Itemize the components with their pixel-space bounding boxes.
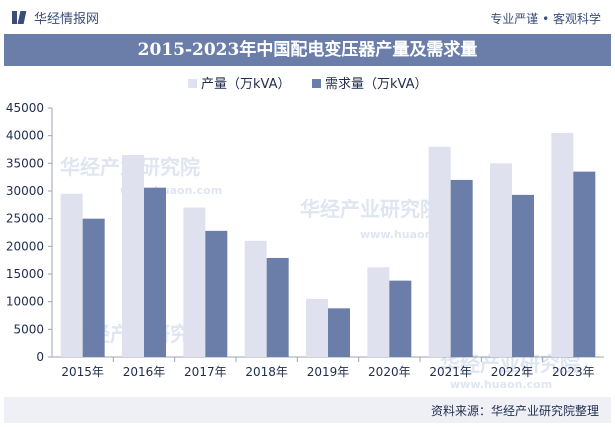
bar-production [60,193,83,357]
chart-title: 2015-2023年中国配电变压器产量及需求量 [4,34,611,66]
y-tick-label: 30000 [6,184,44,198]
chart-legend: 产量（万kVA） 需求量（万kVA） [188,77,427,92]
bar-production [428,146,451,357]
legend-label: 产量（万kVA） [201,77,290,92]
bar-production [551,132,574,357]
x-tick-label: 2018年 [245,365,288,379]
watermark-url: www.huaon.com [450,378,552,391]
x-tick-label: 2020年 [368,365,411,379]
bar-demand [328,308,350,357]
y-tick-label: 40000 [6,129,44,143]
bar-production [306,298,328,357]
logo-icon [12,9,28,25]
x-tick-label: 2016年 [123,365,166,379]
bar-production [122,155,144,357]
bar-demand [144,187,166,357]
legend-swatch [188,79,197,88]
x-tick-label: 2015年 [61,365,104,379]
top-bar: 华经情报网 专业严谨 • 客观科学 [0,0,615,34]
brand: 华经情报网 [12,8,100,27]
x-tick-label: 2021年 [429,365,472,379]
bar-production [244,240,267,357]
bar-production [490,163,512,357]
bar-demand [266,257,289,357]
legend-swatch [312,79,321,88]
x-tick-label: 2022年 [491,365,534,379]
y-tick-label: 15000 [6,267,44,281]
y-tick-label: 25000 [6,212,44,226]
x-tick-label: 2019年 [307,365,350,379]
x-tick-label: 2017年 [184,365,227,379]
y-tick-label: 35000 [6,156,44,170]
y-tick-label: 20000 [6,239,44,253]
bar-demand [205,230,228,357]
chart: 华经产业研究院华经产业研究院华经产业研究院华经产业研究院www.huaon.co… [6,77,604,391]
watermark-text: 华经产业研究院 [300,197,440,221]
brand-name: 华经情报网 [34,11,100,27]
y-tick-label: 45000 [6,101,44,115]
y-tick-label: 0 [36,350,44,364]
bar-demand [82,218,105,357]
bar-demand [389,280,412,357]
bar-production [183,207,206,357]
y-tick-label: 10000 [6,295,44,309]
bar-demand [512,194,534,357]
tagline: 专业严谨 • 客观科学 [490,12,601,26]
footer: 资料来源：华经产业研究院整理 [4,397,611,423]
legend-label: 需求量（万kVA） [325,77,427,92]
chart-axes: 0 5000 10000 15000 20000 25000 30000 35000 40000… [6,101,604,379]
bar-demand [450,179,473,357]
y-tick-label: 5000 [13,322,44,336]
chart-bars [60,132,596,357]
x-tick-label: 2023年 [552,365,595,379]
bar-production [367,267,390,357]
source-note: 资料来源：华经产业研究院整理 [430,404,599,418]
bar-demand [573,171,596,357]
